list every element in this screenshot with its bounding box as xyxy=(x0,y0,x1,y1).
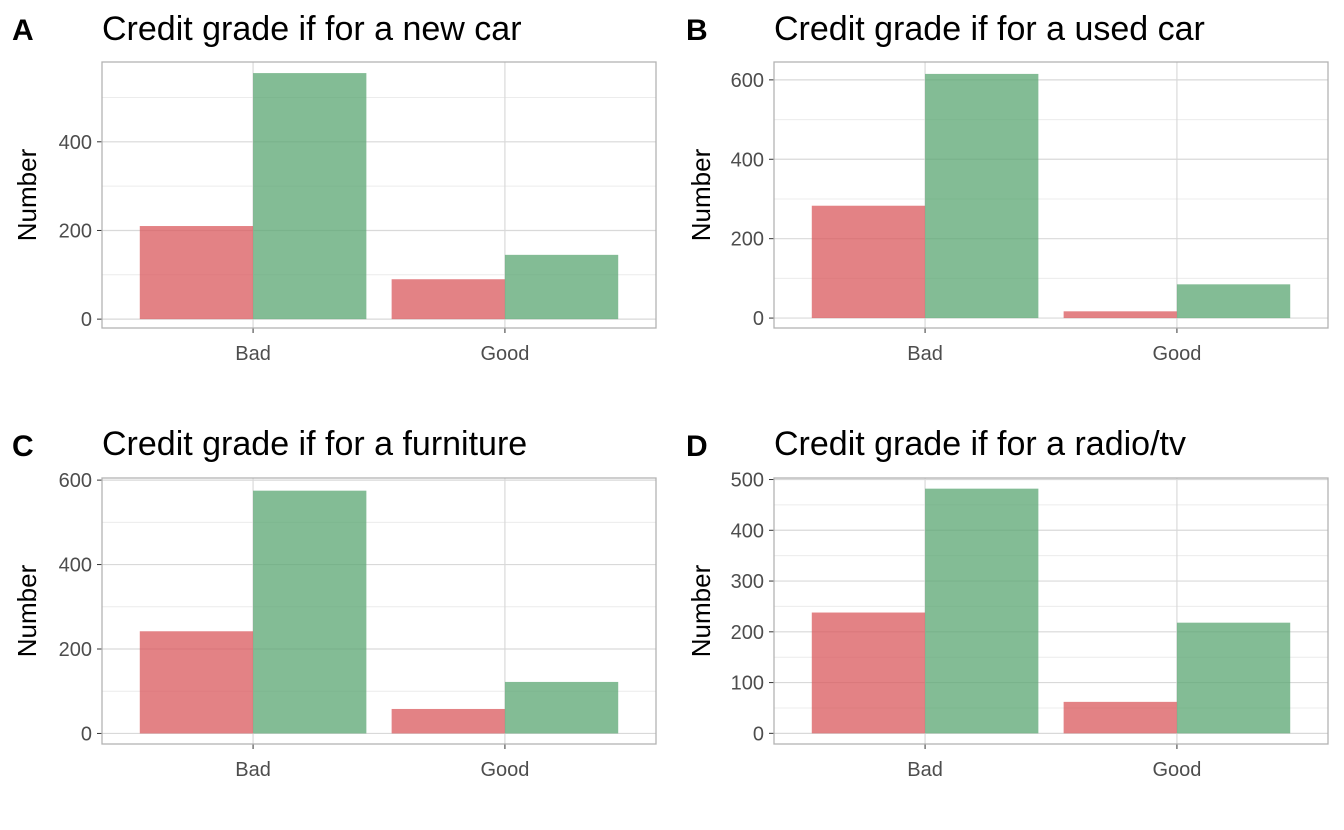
bar-red-good xyxy=(1063,701,1177,734)
chart-panel-c: C Credit grade if for a furniture Number 0 2… xyxy=(12,425,657,781)
y-tick-label: 400 xyxy=(731,520,764,542)
chart-title: Credit grade if for a new car xyxy=(102,10,522,48)
x-tick-label: Bad xyxy=(907,343,943,365)
y-tick-label: 400 xyxy=(59,555,92,577)
y-tick-label: 0 xyxy=(81,309,92,331)
y-tick-label: 600 xyxy=(731,70,764,92)
bar-red-bad xyxy=(139,226,254,320)
y-tick-label: 200 xyxy=(731,622,764,644)
y-axis-label: Number xyxy=(12,564,42,657)
x-tick-label: Good xyxy=(1152,759,1201,781)
bar-green-bad xyxy=(925,73,1039,319)
plot-border xyxy=(773,61,1329,329)
chart-title: Credit grade if for a used car xyxy=(774,10,1205,48)
y-axis-label: Number xyxy=(686,148,716,241)
plot-border xyxy=(101,477,657,745)
plot-border xyxy=(101,61,657,329)
x-tick-label: Good xyxy=(480,759,529,781)
y-tick-label: 400 xyxy=(59,132,92,154)
bar-green-bad xyxy=(253,490,367,734)
x-tick-label: Good xyxy=(1152,343,1201,365)
y-tick-label: 200 xyxy=(59,639,92,661)
y-tick-label: 0 xyxy=(81,723,92,745)
y-tick-label: 600 xyxy=(59,470,92,492)
y-tick-label: 100 xyxy=(731,673,764,695)
panel-letter: D xyxy=(686,430,708,463)
chart-title: Credit grade if for a radio/tv xyxy=(774,425,1186,463)
x-tick-label: Good xyxy=(480,343,529,365)
bar-red-bad xyxy=(811,612,926,734)
bar-red-bad xyxy=(139,631,254,734)
chart-panel-d: D Credit grade if for a radio/tv Number 0 10… xyxy=(686,425,1329,781)
bar-green-bad xyxy=(925,488,1039,734)
y-tick-label: 200 xyxy=(59,220,92,242)
x-tick-label: Bad xyxy=(235,343,271,365)
bar-red-good xyxy=(391,279,505,320)
y-tick-label: 400 xyxy=(731,149,764,171)
bar-red-good xyxy=(391,708,505,734)
bar-red-good xyxy=(1063,311,1177,319)
y-tick-label: 300 xyxy=(731,571,764,593)
chart-panel-b: B Credit grade if for a used car Number 0 20… xyxy=(686,10,1329,365)
panel-letter: B xyxy=(686,14,708,47)
x-tick-label: Bad xyxy=(907,759,943,781)
bar-green-good xyxy=(1176,622,1291,734)
bar-green-good xyxy=(1176,284,1291,319)
panel-letter: C xyxy=(12,430,34,463)
bar-red-bad xyxy=(811,205,926,319)
y-axis-label: Number xyxy=(12,148,42,241)
panel-letter: A xyxy=(12,14,34,47)
plot-border xyxy=(773,477,1329,745)
y-tick-label: 500 xyxy=(731,470,764,492)
chart-title: Credit grade if for a furniture xyxy=(102,425,527,463)
bar-green-bad xyxy=(253,73,367,320)
y-tick-label: 200 xyxy=(731,229,764,251)
chart-panel-a: A Credit grade if for a new car Number 0 200… xyxy=(12,10,657,365)
bar-green-good xyxy=(504,681,619,734)
x-tick-label: Bad xyxy=(235,759,271,781)
y-tick-label: 0 xyxy=(753,308,764,330)
y-axis-label: Number xyxy=(686,564,716,657)
bar-green-good xyxy=(504,254,619,320)
y-tick-label: 0 xyxy=(753,723,764,745)
